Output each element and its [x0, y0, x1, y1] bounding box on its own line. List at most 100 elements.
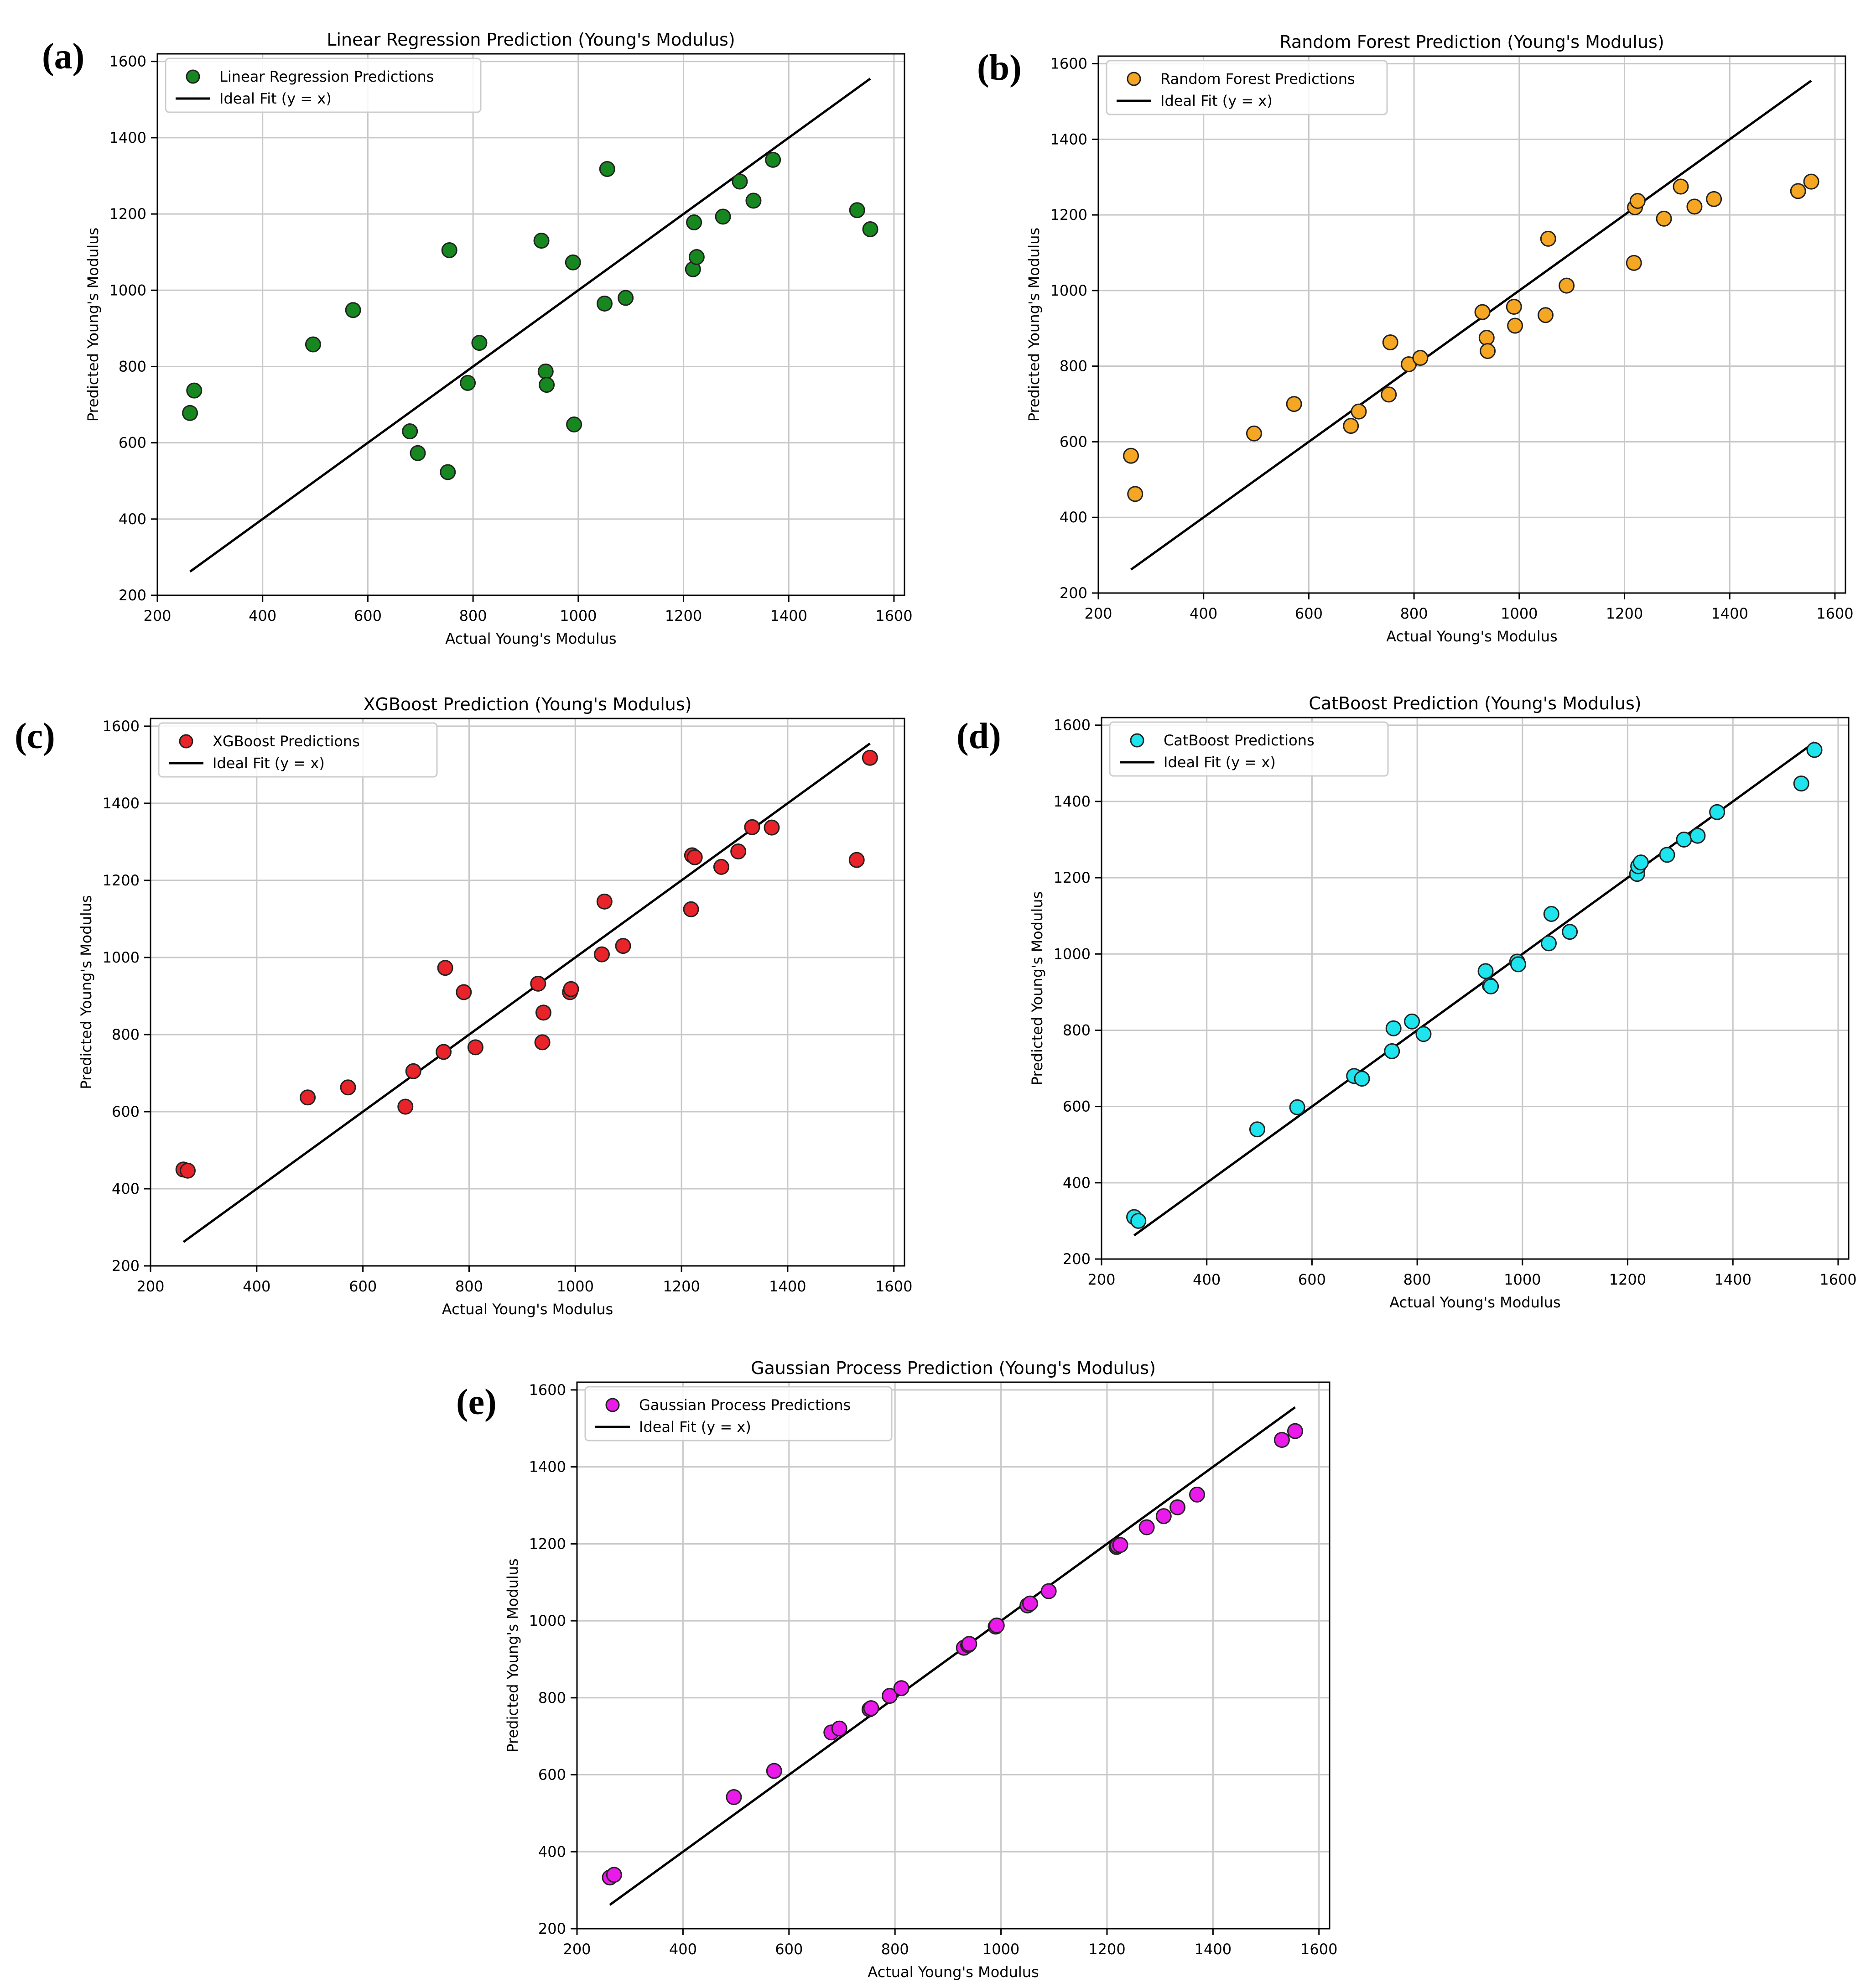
- data-point: [1189, 1486, 1206, 1503]
- data-point: [1246, 425, 1262, 442]
- data-point: [713, 859, 729, 875]
- chart-panel-4: 200 400 600 800 1000 1200 1400 1600 200 400 600 800…: [956, 693, 1857, 1311]
- data-point: [402, 423, 418, 440]
- x-tick-label: 1000: [557, 1278, 594, 1295]
- y-tick-label: 600: [112, 1103, 140, 1120]
- data-point: [765, 151, 781, 168]
- data-point: [1790, 183, 1806, 199]
- data-point: [182, 405, 198, 421]
- data-point: [410, 445, 426, 461]
- legend-marker: [186, 69, 200, 84]
- legend-label: Ideal Fit (y = x): [639, 1418, 751, 1436]
- data-point: [1123, 448, 1139, 464]
- y-tick-label: 1000: [1050, 282, 1087, 299]
- data-point: [1287, 1423, 1303, 1439]
- data-point: [1506, 299, 1522, 315]
- data-point: [593, 946, 610, 963]
- chart-panel-5: 200 400 600 800 1000 1200 1400 1600 200 400 600 800…: [456, 1358, 1337, 1981]
- data-point: [1540, 935, 1557, 952]
- data-point: [1343, 418, 1359, 434]
- data-point: [686, 214, 702, 230]
- y-axis-label: Predicted Young's Modulus: [78, 895, 95, 1089]
- ideal-fit-line: [1133, 741, 1815, 1237]
- data-point: [1286, 396, 1302, 412]
- data-point: [1656, 210, 1672, 227]
- data-point: [1689, 827, 1706, 844]
- legend-label: XGBoost Predictions: [213, 733, 360, 750]
- panel-label: (a): [42, 36, 84, 77]
- x-tick-label: 1400: [769, 1278, 806, 1295]
- data-point: [688, 249, 705, 265]
- panel-label: (e): [456, 1382, 497, 1422]
- x-tick-label: 200: [136, 1278, 164, 1295]
- data-point: [1382, 334, 1398, 350]
- data-point: [1659, 847, 1675, 863]
- data-point: [437, 960, 453, 976]
- plot-frame: [1101, 717, 1850, 1260]
- y-axis-label: Predicted Young's Modulus: [1029, 891, 1046, 1085]
- data-point: [730, 843, 747, 860]
- legend: XGBoost Predictions Ideal Fit (y = x): [158, 722, 438, 778]
- data-point: [599, 161, 615, 177]
- chart-title: XGBoost Prediction (Young's Modulus): [363, 694, 691, 714]
- data-point: [1415, 1026, 1432, 1042]
- x-tick-label: 1600: [875, 607, 912, 625]
- y-tick-label: 1400: [529, 1458, 566, 1476]
- x-tick-label: 1200: [665, 607, 702, 625]
- legend-label: Ideal Fit (y = x): [1160, 92, 1273, 109]
- data-point: [1793, 775, 1809, 792]
- x-tick-label: 1400: [770, 607, 807, 625]
- legend-box: [165, 57, 482, 113]
- x-tick-label: 1400: [1195, 1941, 1232, 1958]
- chart-title: Linear Regression Prediction (Young's Mo…: [327, 30, 735, 50]
- data-point: [882, 1688, 898, 1704]
- data-point: [533, 233, 550, 249]
- x-tick-label: 1000: [560, 607, 597, 625]
- legend-marker: [179, 734, 193, 749]
- data-point: [1474, 304, 1491, 320]
- data-point: [179, 1162, 196, 1179]
- data-point: [1676, 831, 1692, 848]
- plot-frame: [156, 53, 905, 596]
- x-tick-label: 1200: [1088, 1941, 1125, 1958]
- data-point: [1480, 343, 1496, 359]
- data-point: [1632, 854, 1649, 871]
- legend-label: Gaussian Process Predictions: [639, 1396, 851, 1414]
- panel-label: (b): [977, 48, 1022, 88]
- data-point: [1351, 403, 1367, 420]
- data-point: [305, 336, 321, 353]
- legend-label: CatBoost Predictions: [1164, 732, 1315, 749]
- y-tick-label: 800: [119, 358, 146, 375]
- data-point: [1412, 349, 1429, 366]
- data-point: [1537, 307, 1554, 323]
- x-tick-label: 400: [669, 1941, 697, 1958]
- data-point: [744, 819, 760, 835]
- data-point: [683, 901, 699, 917]
- legend-marker: [605, 1398, 620, 1412]
- data-point: [606, 1867, 622, 1883]
- y-tick-label: 200: [119, 587, 146, 604]
- x-tick-label: 1200: [1609, 1271, 1646, 1288]
- x-tick-label: 800: [1400, 605, 1428, 622]
- y-tick-label: 1200: [1050, 206, 1087, 224]
- legend-marker: [1127, 72, 1141, 86]
- data-point: [1040, 1583, 1057, 1599]
- data-point: [862, 221, 878, 238]
- data-point: [535, 1004, 551, 1021]
- x-tick-label: 1600: [875, 1278, 912, 1295]
- y-tick-label: 600: [1060, 433, 1087, 450]
- legend-label: Ideal Fit (y = x): [213, 755, 325, 772]
- ideal-fit-line: [609, 1406, 1296, 1906]
- y-tick-label: 800: [1063, 1021, 1091, 1039]
- y-tick-label: 1000: [529, 1612, 566, 1629]
- data-point: [1022, 1595, 1038, 1612]
- data-point: [1138, 1519, 1155, 1535]
- legend-box: [1109, 721, 1389, 777]
- data-point: [1510, 956, 1527, 973]
- y-axis-label: Predicted Young's Modulus: [1025, 228, 1043, 422]
- data-point: [530, 975, 546, 992]
- data-point: [1686, 198, 1703, 215]
- data-point: [849, 202, 865, 219]
- x-axis-label: Actual Young's Modulus: [1386, 628, 1557, 645]
